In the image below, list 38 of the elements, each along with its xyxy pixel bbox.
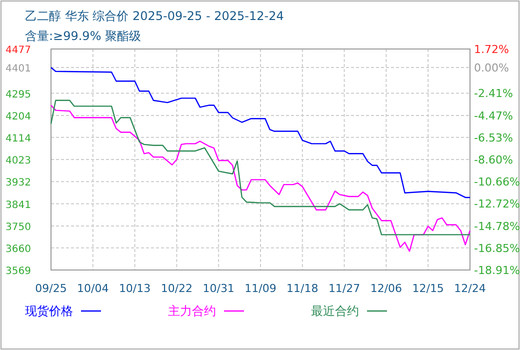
- y-tick-label: 4295: [6, 89, 31, 100]
- x-tick-label: 12/06: [370, 282, 402, 295]
- legend-label: 最近合约: [311, 304, 359, 318]
- legend-label: 主力合约: [168, 304, 216, 318]
- legend-label: 现货价格: [25, 304, 73, 318]
- y2-tick-label: -16.85%: [474, 242, 520, 255]
- x-tick-label: 10/04: [77, 282, 109, 295]
- x-tick-label: 12/24: [454, 282, 486, 295]
- x-tick-label: 10/22: [160, 282, 193, 295]
- y-tick-label: 4023: [6, 156, 31, 166]
- y-tick-label: 3750: [6, 222, 31, 233]
- y-tick-label: 3841: [6, 200, 31, 211]
- y2-tick-label: -8.60%: [474, 154, 513, 167]
- x-tick-label: 11/09: [244, 282, 276, 295]
- y2-tick-label: -6.53%: [474, 131, 513, 144]
- y-tick-label: 3660: [6, 244, 31, 255]
- y-tick-label: 4477: [6, 45, 31, 56]
- y2-tick-label: -18.91%: [474, 264, 520, 277]
- x-tick-label: 09/25: [35, 282, 67, 295]
- y-tick-label: 4401: [6, 64, 31, 74]
- y2-tick-label: 1.72%: [474, 43, 509, 56]
- x-tick-label: 12/15: [412, 282, 444, 295]
- x-tick-label: 11/18: [286, 282, 318, 295]
- y2-tick-label: -4.47%: [474, 109, 513, 122]
- y2-tick-label: -12.72%: [474, 198, 520, 211]
- chart-subtitle: 含量:≥99.9% 聚酯级: [25, 29, 142, 43]
- x-tick-label: 10/13: [118, 282, 151, 295]
- chart-title: 乙二醇 华东 综合价 2025-09-25 - 2025-12-24: [25, 9, 284, 23]
- y2-tick-label: -2.41%: [474, 87, 513, 100]
- y-tick-label: 3932: [6, 178, 31, 189]
- y2-tick-label: -14.78%: [474, 220, 520, 233]
- y-tick-label: 4114: [6, 133, 31, 144]
- y2-tick-label: 0.00%: [474, 61, 509, 74]
- y2-tick-label: -10.66%: [474, 176, 520, 189]
- y-tick-label: 4204: [6, 111, 31, 122]
- x-tick-label: 10/31: [202, 282, 234, 295]
- x-tick-label: 11/27: [328, 282, 360, 295]
- y-tick-label: 3569: [6, 266, 31, 277]
